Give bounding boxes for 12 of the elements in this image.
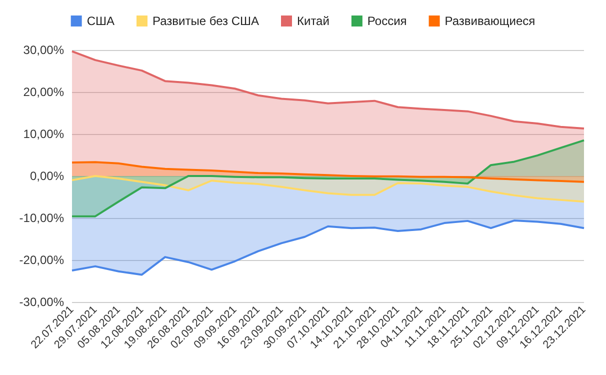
legend-label: Россия [367, 14, 407, 28]
legend-label: Китай [297, 14, 330, 28]
y-tick-label: 0,00% [30, 169, 64, 183]
y-tick-label: 30,00% [23, 43, 64, 57]
y-tick-label: 10,00% [23, 127, 64, 141]
y-tick-label: -30,00% [19, 295, 64, 309]
legend-label: Развивающиеся [444, 14, 536, 28]
y-tick-label: -10,00% [19, 211, 64, 225]
y-tick-label: -20,00% [19, 253, 64, 267]
y-tick-label: 20,00% [23, 85, 64, 99]
legend-label: США [86, 14, 114, 28]
legend-label: Развитые без США [152, 14, 260, 28]
